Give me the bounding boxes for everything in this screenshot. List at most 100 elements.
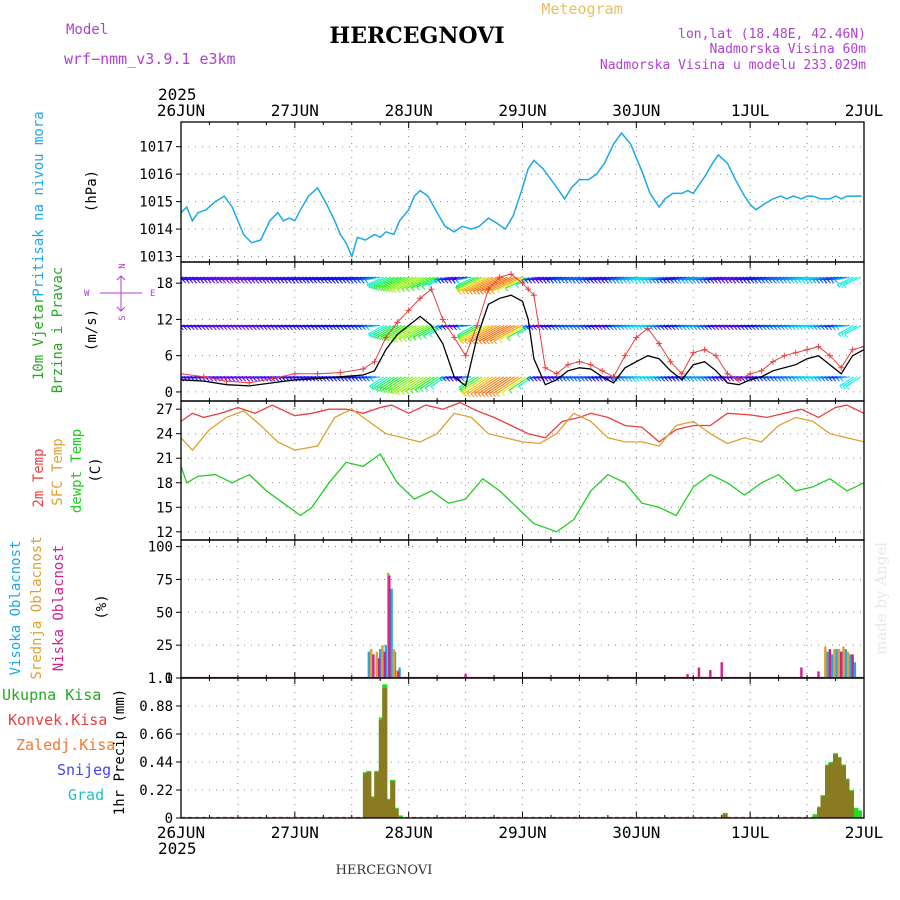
precip-conv-bar [382,688,388,818]
wind-arrow-head [446,377,451,382]
wind-arrow-head [579,279,584,284]
wind-arrow-head [747,277,752,281]
wind-arrow-head [813,326,818,331]
wind-arrow-head [821,375,827,379]
wind-arrow-head [741,326,745,331]
wind-arrow-head [309,279,314,284]
wind-compass: S N W E [84,263,155,320]
y-tick-label-cloud: 25 [156,638,173,654]
wind-arrow [476,276,508,292]
wind-arrow-head [777,377,782,382]
wind-arrow-head [444,279,449,284]
wind-arrow-head [358,326,363,331]
wind-arrow-head [778,375,783,379]
wind-arrow-head [705,377,709,382]
wind-arrow-head [318,324,324,328]
wind-arrow-head [708,377,713,382]
wind-arrow-head [311,375,317,379]
precip-conv-bar [378,720,384,818]
wind-arrow-head [357,277,362,281]
wind-arrow-head [634,277,639,281]
wind-arrow [389,276,417,290]
wind-arrow-head [806,326,811,331]
dewpoint-line [180,453,865,533]
wind-gust-line [181,273,864,384]
wind-arrow-head [227,377,232,382]
wind-arrow-head [570,375,575,379]
wind-arrow-head [750,279,755,284]
wind-arrow-head [635,377,640,382]
cloud-mid-bar [824,646,827,678]
wind-arrow-head [766,326,771,331]
wind-arrow-head [719,326,723,331]
precip-conv-label: Konvek.Kisa [8,711,107,729]
wind-arrow-head [414,389,419,393]
wind-arrow-head [712,375,717,379]
wind-arrow-head [626,277,632,281]
wind-arrow-head [504,285,510,289]
y-tick-label-temp: 24 [156,427,173,443]
wind-arrow-head [736,277,741,281]
wind-arrow-head [237,279,241,284]
wind-arrow-head [324,277,330,281]
wind-arrow-head [758,277,763,281]
wind-arrow-head [187,324,192,328]
wind-arrow-head [687,375,692,379]
wind-arrow-head [529,326,534,331]
wind-arrow-head [790,277,796,281]
wind-arrow-head [840,375,845,379]
wind-arrow-head [458,335,463,339]
wind-arrow-head [770,324,775,328]
wind-arrow-head [260,324,265,328]
wind-arrow-head [588,324,593,328]
wind-arrow-head [303,326,308,331]
wind-arrow-head [819,279,824,284]
wind-arrow-head [717,279,722,284]
wind-arrow-head [841,331,846,335]
wind-arrow-head [682,324,688,328]
wind-arrow-head [739,277,745,281]
wind-arrow-head [439,375,444,379]
wind-arrow-head [726,377,731,382]
wind-arrow-head [615,279,620,284]
wind-arrow-head [788,377,793,382]
wind-arrow-head [845,383,851,387]
wind-arrow-head [785,375,790,379]
wind-arrow [486,324,516,342]
wind-arrow-head [803,375,809,379]
wind-arrow-head [237,277,242,281]
wind-arrow [501,376,526,394]
wind-arrow-head [215,279,219,284]
wind-arrow-head [299,277,304,281]
wind-arrow-head [697,326,702,331]
wind-arrow-head [491,288,496,292]
wind-arrow-head [671,326,676,331]
wind-arrow-head [457,324,462,328]
wind-arrow-head [306,277,311,281]
wind-arrow-head [374,335,379,340]
wind-arrow-head [515,282,521,286]
wind-speed-line [181,294,864,388]
wind-arrow-head [253,375,258,379]
wind-arrow-head [524,279,529,284]
wind-arrow-head [792,377,797,382]
wind-arrow-head [496,289,501,294]
wind-arrow-head [779,279,784,284]
cloud-mid-bar [375,651,378,678]
wind-arrow-head [626,279,631,284]
wind-arrow-head [528,277,534,281]
wind-arrow-head [295,279,300,284]
wind-arrow-head [181,281,183,284]
wind-arrow-head [368,285,373,289]
wind-arrow-head [296,324,302,328]
precip-unit: 1hr Precip (mm) [112,689,128,815]
wind-arrow-head [469,288,474,292]
wind-arrow-head [311,324,316,328]
wind-arrow-head [610,377,615,382]
y-tick-label-precip: 0.44 [139,755,173,771]
wind-arrow-head [227,324,232,328]
wind-arrow-head [481,391,486,395]
y-tick-label-precip: 0.66 [139,727,173,743]
wind-arrow-head [459,337,464,341]
wind-arrow-head [839,284,844,289]
